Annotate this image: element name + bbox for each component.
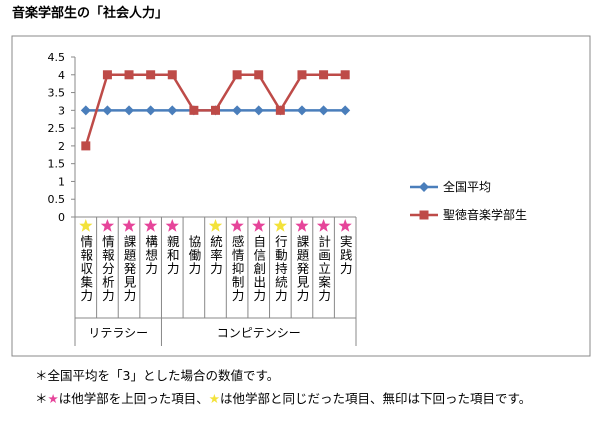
- point: [232, 70, 242, 80]
- x-tick-label: 行動持続力: [273, 235, 288, 303]
- x-tick-label: 感情抑制力: [230, 234, 245, 303]
- point: [145, 105, 156, 116]
- point: [253, 105, 264, 116]
- star-marker: [208, 219, 223, 232]
- star-marker: [79, 219, 93, 232]
- point: [81, 141, 91, 151]
- x-tick-label: 構想力: [143, 235, 158, 276]
- point: [146, 70, 156, 80]
- point: [419, 182, 429, 192]
- x-tick-label: 情報収集力: [78, 235, 93, 303]
- note-star: ★: [48, 391, 59, 406]
- point: [80, 105, 91, 116]
- point: [124, 70, 134, 80]
- y-tick-label: 1: [58, 175, 65, 188]
- star-marker: [295, 219, 309, 232]
- point: [318, 105, 329, 116]
- group-label: コンピテンシー: [217, 326, 301, 340]
- x-tick-label: 協働力: [186, 234, 201, 276]
- point: [340, 70, 350, 80]
- x-tick-label: 課題発見力: [294, 234, 309, 303]
- x-tick-label: 実践力: [338, 234, 353, 276]
- note-part: ＊: [35, 391, 48, 406]
- chart-border: [11, 35, 591, 357]
- legend-label: 聖徳音楽学部生: [443, 207, 527, 222]
- point: [124, 105, 135, 116]
- x-tick-label: 課題発見力: [122, 234, 137, 303]
- point: [167, 105, 178, 116]
- note: ＊★は他学部を上回った項目、★は他学部と同じだった項目、無印は下回った項目です。: [35, 391, 531, 406]
- y-tick-label: 0.5: [48, 193, 66, 206]
- note: ＊全国平均を「3」とした場合の数値です。: [35, 368, 279, 383]
- point: [232, 105, 243, 116]
- point: [275, 105, 285, 115]
- point: [167, 70, 177, 80]
- point: [254, 70, 264, 80]
- point: [189, 105, 199, 115]
- note-part: は他学部を上回った項目、: [59, 391, 209, 406]
- star-marker: [122, 219, 136, 232]
- star-marker: [144, 219, 158, 232]
- star-marker: [165, 219, 179, 232]
- group-label: リテラシー: [88, 326, 148, 340]
- y-tick-label: 3: [58, 104, 65, 117]
- star-marker: [316, 219, 331, 232]
- legend-label: 全国平均: [443, 179, 491, 194]
- y-tick-label: 0: [58, 211, 65, 224]
- point: [297, 70, 307, 80]
- star-marker: [338, 219, 352, 232]
- x-tick-label: 親和力: [165, 235, 180, 276]
- point: [211, 105, 220, 115]
- point: [296, 105, 307, 116]
- y-tick-label: 4: [58, 69, 65, 82]
- x-tick-label: 計画立案力: [316, 234, 331, 303]
- y-tick-label: 4.5: [48, 51, 66, 64]
- point: [102, 105, 113, 116]
- star-marker: [230, 219, 244, 232]
- y-tick-label: 1.5: [48, 158, 66, 171]
- x-tick-label: 自信創出力: [251, 235, 266, 303]
- point: [340, 105, 351, 116]
- y-tick-label: 3.5: [48, 87, 66, 100]
- note-part: は他学部と同じだった項目、無印は下回った項目です。: [220, 391, 531, 406]
- point: [419, 210, 429, 220]
- star-marker: [100, 219, 115, 232]
- note-star: ★: [209, 391, 220, 406]
- star-marker: [252, 219, 266, 232]
- chart-title: 音楽学部生の「社会人力」: [12, 5, 168, 21]
- point: [319, 70, 329, 80]
- star-marker: [273, 219, 287, 232]
- y-tick-label: 2: [58, 140, 65, 153]
- point: [102, 70, 112, 80]
- y-tick-label: 2.5: [48, 122, 66, 135]
- x-tick-label: 統率力: [208, 235, 223, 276]
- x-tick-label: 情報分析力: [100, 235, 115, 303]
